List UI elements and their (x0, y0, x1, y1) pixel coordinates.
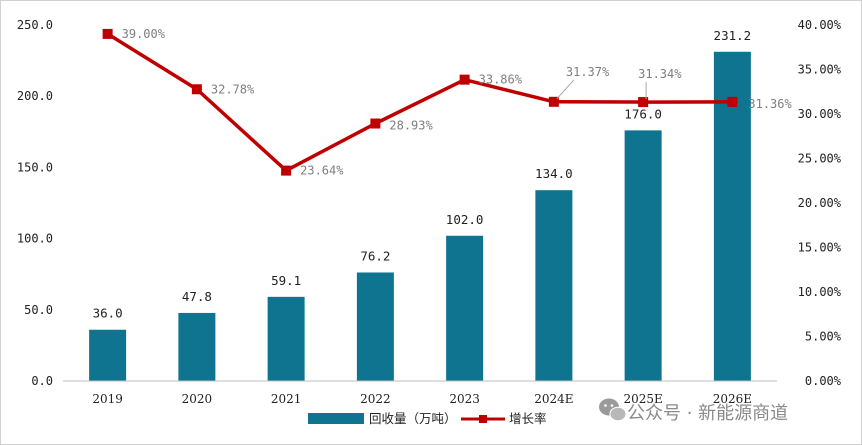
bar-value-label: 102.0 (446, 212, 484, 227)
growth-marker (548, 96, 559, 107)
growth-line (106, 32, 733, 173)
y-right-tick-label: 35.00% (798, 63, 842, 77)
y-left-tick-label: 250.0 (17, 18, 53, 32)
watermark-text: 公众号 · 新能源商道 (627, 403, 788, 424)
growth-marker (638, 97, 649, 108)
growth-value-label: 39.00% (122, 27, 166, 41)
growth-marker (727, 96, 738, 107)
bar (624, 130, 662, 381)
legend-line-label: 增长率 (509, 411, 547, 426)
growth-value-label: 33.86% (479, 73, 523, 87)
y-right-tick-label: 40.00% (798, 18, 842, 32)
y-right-tick-label: 20.00% (798, 196, 842, 210)
growth-marker (459, 74, 470, 85)
bar-value-label: 47.8 (182, 289, 212, 304)
x-tick-label: 2022 (360, 392, 391, 406)
x-tick-label: 2021 (271, 392, 302, 406)
growth-labels-layer: 39.00% 32.78% 23.64% 28.93% 33.86% 31.37% 31.3… (122, 27, 793, 178)
x-tick-label: 2020 (182, 392, 213, 406)
x-tick-label: 2025E (623, 392, 662, 406)
bar (89, 329, 127, 381)
y-right-tick-label: 0.00% (805, 374, 842, 388)
bar (446, 235, 484, 381)
x-tick-label: 2026E (713, 392, 752, 406)
axes-layer: 0.0 50.0 100.0 150.0 200.0 250.0 0.00% 5.00% 10.… (17, 18, 842, 406)
bar-value-label: 134.0 (535, 166, 573, 181)
growth-marker (191, 84, 202, 95)
y-left-tick-label: 100.0 (17, 232, 53, 246)
growth-line-layer (102, 28, 738, 176)
x-tick-label: 2023 (449, 392, 480, 406)
growth-value-label: 23.64% (300, 164, 344, 178)
bar-value-label: 176.0 (624, 106, 662, 121)
y-right-tick-label: 30.00% (798, 107, 842, 121)
growth-label-leader (556, 79, 575, 100)
bar-value-label: 231.2 (714, 28, 752, 43)
legend-line-marker (479, 415, 487, 423)
growth-marker (102, 28, 113, 39)
growth-value-label: 31.34% (638, 67, 682, 81)
bars-layer (89, 51, 751, 381)
growth-marker (370, 118, 381, 129)
watermark: 公众号 · 新能源商道 (599, 398, 788, 424)
legend-bar-label: 回收量（万吨） (369, 411, 457, 426)
bar-value-label: 36.0 (93, 306, 123, 321)
bar (267, 296, 305, 381)
y-right-tick-label: 5.00% (805, 330, 842, 344)
y-left-tick-label: 50.0 (24, 303, 53, 317)
bar-value-label: 59.1 (271, 273, 301, 288)
growth-marker (281, 165, 292, 176)
bar (535, 190, 573, 381)
y-right-tick-label: 25.00% (798, 152, 842, 166)
y-left-tick-label: 150.0 (17, 160, 53, 174)
legend-bar-swatch (308, 413, 364, 424)
x-tick-label: 2024E (534, 392, 573, 406)
y-left-tick-label: 0.0 (31, 374, 53, 388)
y-left-tick-label: 200.0 (17, 89, 53, 103)
bar (178, 312, 216, 381)
growth-value-label: 31.37% (566, 65, 610, 79)
x-tick-label: 2019 (92, 392, 123, 406)
bar-value-label: 76.2 (360, 248, 390, 263)
y-right-tick-label: 10.00% (798, 285, 842, 299)
growth-value-label: 31.36% (748, 97, 792, 111)
growth-value-label: 28.93% (389, 119, 433, 133)
bar-labels-layer: 36.0 47.8 59.1 76.2 102.0 134.0 176.0 231.2 (93, 28, 752, 321)
bar (356, 272, 394, 381)
wechat-icon (599, 398, 627, 422)
y-right-tick-label: 15.00% (798, 241, 842, 255)
growth-value-label: 32.78% (211, 82, 255, 96)
legend: 回收量（万吨） 增长率 (308, 411, 547, 426)
